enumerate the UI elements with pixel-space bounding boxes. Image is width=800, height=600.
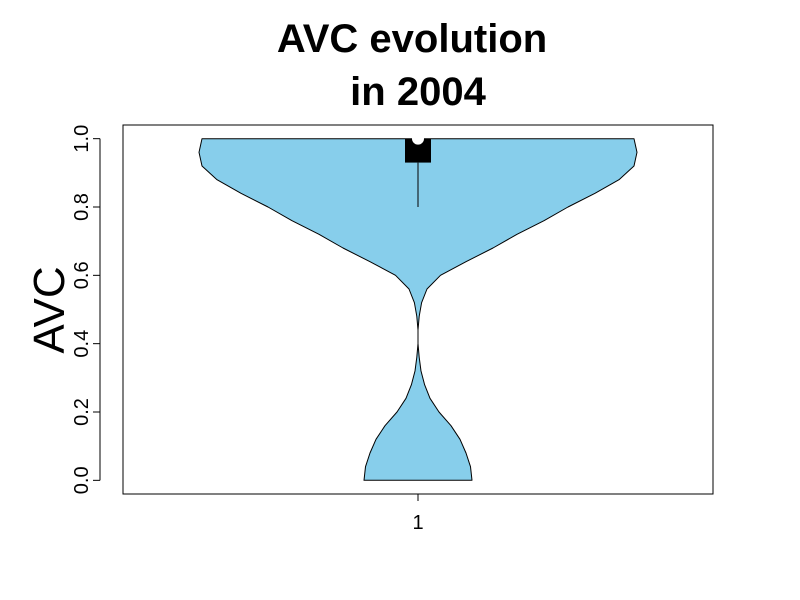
x-axis: 1 — [412, 494, 424, 534]
y-tick-label: 0.6 — [71, 261, 93, 289]
y-tick-label: 1.0 — [71, 125, 93, 153]
chart-title-line-1: AVC evolution — [277, 17, 547, 61]
violin-body — [198, 138, 638, 481]
y-axis: 0.0 0.2 0.4 0.6 0.8 1.0 — [71, 125, 101, 494]
x-tick-label: 1 — [412, 512, 423, 534]
violin-layer — [198, 132, 638, 481]
y-tick-label: 0.4 — [71, 330, 93, 358]
chart-title-line-2: in 2004 — [350, 70, 486, 114]
y-tick-label: 0.2 — [71, 398, 93, 426]
y-axis-label: AVC — [25, 266, 74, 353]
y-tick-label: 0.8 — [71, 193, 93, 221]
violin-median-point — [412, 132, 424, 145]
violin-iqr-box — [405, 138, 431, 163]
y-tick-label: 0.0 — [71, 466, 93, 494]
